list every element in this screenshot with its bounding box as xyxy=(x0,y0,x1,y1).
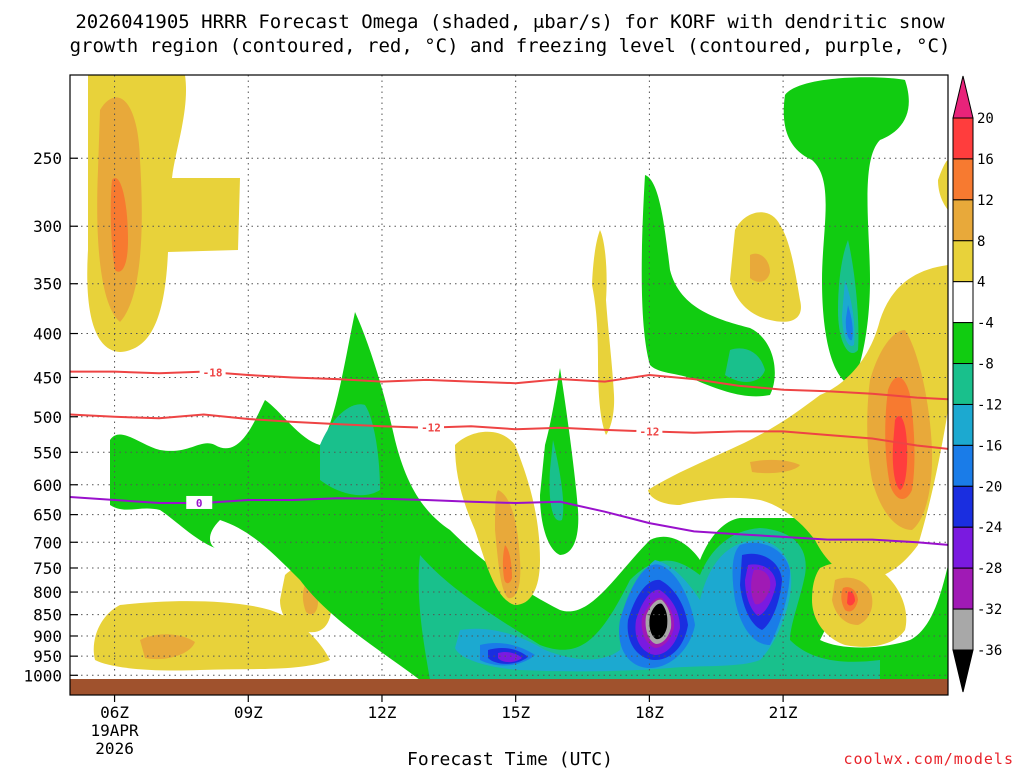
y-tick-label: 550 xyxy=(33,443,62,462)
colorbar-tick-label: -28 xyxy=(977,561,1002,577)
y-tick-label: 1000 xyxy=(23,666,62,685)
y-tick-label: 700 xyxy=(33,533,62,552)
x-tick-date: 19APR xyxy=(90,721,139,740)
colorbar-segment xyxy=(952,403,974,446)
colorbar-segment xyxy=(952,240,974,283)
colorbar-tick-label: 12 xyxy=(977,193,994,209)
y-tick-label: 950 xyxy=(33,647,62,666)
y-tick-label: 400 xyxy=(33,325,62,344)
y-tick-label: 600 xyxy=(33,476,62,495)
x-tick-label: 12Z xyxy=(368,703,397,722)
colorbar-segment xyxy=(952,608,974,651)
y-tick-label: 500 xyxy=(33,408,62,427)
contour-label: -12 xyxy=(421,422,441,435)
omega-shading xyxy=(87,75,948,679)
x-tick-label: 06Z xyxy=(100,703,129,722)
y-tick-label: 850 xyxy=(33,606,62,625)
contour-label: -18 xyxy=(203,366,223,379)
y-axis: 250 300 350 400 450 500 550 600 650 700 750 800 850 9… xyxy=(23,149,78,685)
colorbar-segment xyxy=(952,444,974,487)
colorbar-segment xyxy=(952,567,974,610)
colorbar-tick-label: -36 xyxy=(977,643,1002,659)
title-line-1: 2026041905 HRRR Forecast Omega (shaded, … xyxy=(75,11,945,33)
contour-label-bg xyxy=(636,424,663,438)
contour-lines: -18 -12 -12 0 xyxy=(70,365,948,546)
colorbar-tick-label: 8 xyxy=(977,234,985,250)
credit-text: coolwx.com/models xyxy=(843,750,1014,768)
colorbar-tick-label: -4 xyxy=(977,316,994,332)
y-tick-label: 250 xyxy=(33,149,62,168)
colorbar-arrow-bottom xyxy=(952,649,974,693)
plot-frame xyxy=(69,74,949,696)
colorbar-tick-label: 4 xyxy=(977,275,985,291)
grid xyxy=(70,75,948,679)
x-tick-label: 21Z xyxy=(769,703,798,722)
y-tick-label: 800 xyxy=(33,583,62,602)
colorbar-segment xyxy=(952,526,974,569)
y-tick-label: 750 xyxy=(33,559,62,578)
colorbar-segment xyxy=(952,281,974,324)
colorbar-segment xyxy=(952,322,974,365)
contour-label-bg xyxy=(186,495,213,509)
colorbar-segment xyxy=(952,485,974,528)
x-tick-label: 15Z xyxy=(501,703,530,722)
colorbar-tick-label: -32 xyxy=(977,602,1002,618)
colorbar-tick-label: -8 xyxy=(977,357,994,373)
contour-label-bg xyxy=(418,420,445,434)
y-tick-label: 650 xyxy=(33,506,62,525)
contour-line-series xyxy=(70,496,948,546)
y-tick-label: 900 xyxy=(33,627,62,646)
colorbar-segment xyxy=(952,199,974,242)
y-tick-label: 450 xyxy=(33,368,62,387)
contour-label: -12 xyxy=(639,425,659,438)
colorbar-segment xyxy=(952,158,974,201)
y-tick-label: 300 xyxy=(33,217,62,236)
colorbar-tick-label: -16 xyxy=(977,438,1002,454)
y-tick-label: 350 xyxy=(33,275,62,294)
colorbar-tick-label: 20 xyxy=(977,111,994,127)
x-tick-year: 2026 xyxy=(95,739,134,758)
colorbar-tick-label: -20 xyxy=(977,479,1002,495)
colorbar-tick-label: -24 xyxy=(977,520,1002,536)
contour-line-series xyxy=(70,413,948,450)
contour-label-bg xyxy=(199,365,226,379)
colorbar-segment xyxy=(952,117,974,160)
colorbar-tick-label: -12 xyxy=(977,397,1002,413)
ground-terrain xyxy=(70,679,948,695)
title-line-2: growth region (contoured, red, °C) and f… xyxy=(70,35,951,57)
colorbar-arrow-top xyxy=(952,75,974,119)
colorbar: 20 16 12 8 4 -4 -8 -12 -16 -20 -24 -28 -32 -36 xyxy=(952,75,1002,693)
contour-label: 0 xyxy=(196,497,203,510)
x-tick-label: 09Z xyxy=(234,703,263,722)
colorbar-segment xyxy=(952,363,974,405)
x-axis-title: Forecast Time (UTC) xyxy=(407,749,613,768)
x-tick-label: 18Z xyxy=(635,703,664,722)
colorbar-tick-label: 16 xyxy=(977,152,994,168)
